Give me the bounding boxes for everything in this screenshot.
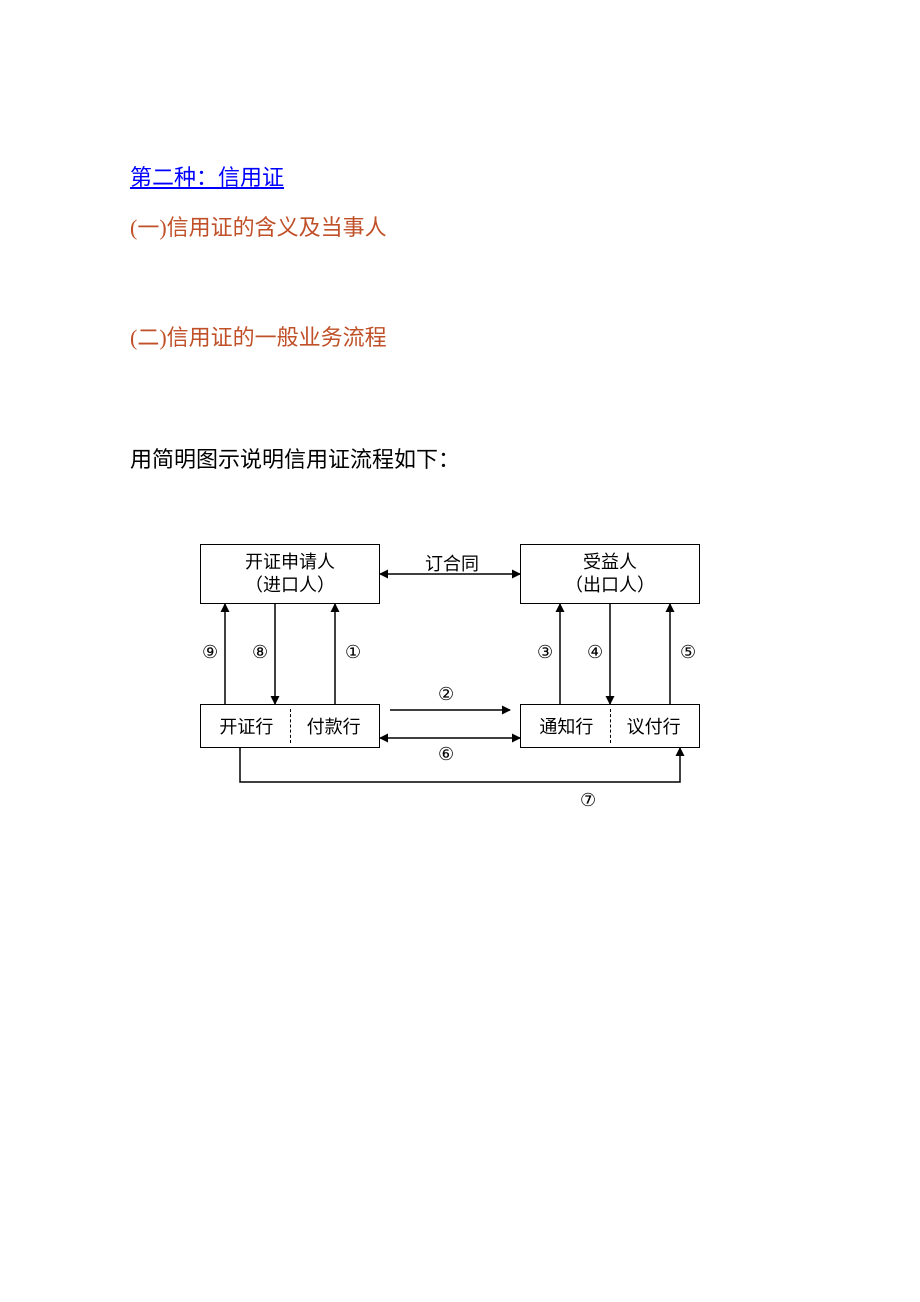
section-title-link[interactable]: 第二种：信用证: [130, 165, 284, 190]
lc-flowchart: 开证申请人 （进口人） 受益人 （出口人） 开证行付款行 通知行议付行 订合同 …: [180, 544, 740, 864]
flowchart-arrows: [180, 544, 740, 864]
diagram-caption: 用简明图示说明信用证流程如下：: [130, 442, 790, 474]
subheading-1: (一)信用证的含义及当事人: [130, 210, 790, 242]
subheading-2: (二)信用证的一般业务流程: [130, 320, 790, 352]
